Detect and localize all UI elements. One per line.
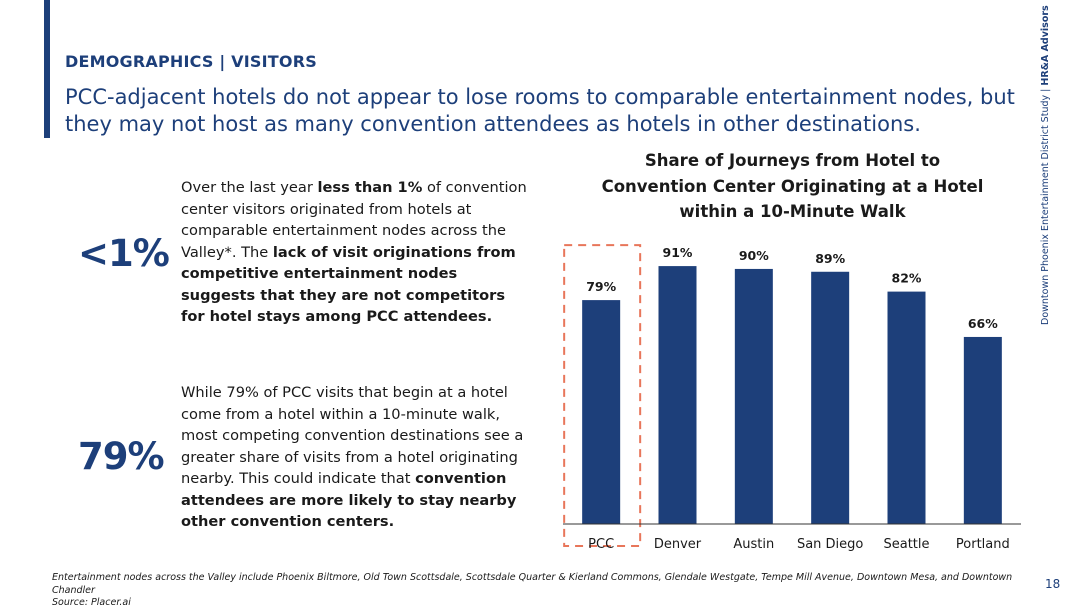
stat-value-2: 79% [78, 435, 165, 478]
emphasis-text: convention attendees are more likely to … [181, 470, 517, 530]
side-credit-study: Downtown Phoenix Entertainment District … [1040, 94, 1051, 325]
data-label: 79% [586, 279, 616, 294]
footnote-source: Source: Placer.ai [52, 597, 131, 608]
category-label: Austin [733, 537, 774, 552]
side-credit-separator: | [1040, 85, 1051, 95]
category-label: PCC [588, 537, 614, 552]
emphasis-text: less than 1% [317, 179, 423, 196]
category-label: San Diego [797, 537, 863, 552]
stat-paragraph-1: Over the last year less than 1% of conve… [181, 177, 531, 328]
data-label: 82% [892, 271, 922, 286]
bar-pcc [582, 300, 621, 524]
emphasis-text: lack of visit originations from competit… [181, 243, 516, 326]
bar-austin [734, 268, 773, 524]
page-number: 18 [1045, 577, 1061, 591]
bar-san-diego [811, 271, 850, 524]
bar-seattle [887, 291, 926, 524]
category-label: Seattle [883, 537, 929, 552]
bar-chart: 79% PCC 91% Denver 90% Austin 89% San Diego 82% S… [563, 244, 1021, 552]
data-label: 90% [739, 248, 769, 263]
section-label: DEMOGRAPHICS | VISITORS [65, 52, 317, 71]
highlight-box [563, 244, 642, 547]
body-text: While 79% of PCC visits that begin at a … [181, 384, 524, 487]
footnote: Entertainment nodes across the Valley in… [52, 572, 1032, 610]
side-credit-firm: HR&A Advisors [1040, 5, 1051, 86]
category-label: Portland [956, 537, 1010, 552]
stat-paragraph-2: While 79% of PCC visits that begin at a … [181, 382, 531, 533]
page-headline: PCC-adjacent hotels do not appear to los… [65, 85, 1015, 136]
accent-bar [44, 0, 50, 138]
category-label: Denver [654, 537, 702, 552]
body-text: Over the last year [181, 179, 318, 196]
data-label: 66% [968, 316, 998, 331]
footnote-nodes: Entertainment nodes across the Valley in… [52, 572, 1013, 596]
data-label: 91% [663, 245, 693, 260]
data-label: 89% [815, 251, 845, 266]
chart-title: Share of Journeys from Hotel to Conventi… [601, 151, 984, 221]
bar-portland [963, 336, 1002, 524]
stat-value-1: <1% [78, 232, 170, 275]
bar-denver [658, 266, 697, 524]
side-credit: Downtown Phoenix Entertainment District … [1040, 5, 1051, 325]
body-text: of convention center visitors originated… [181, 179, 527, 261]
